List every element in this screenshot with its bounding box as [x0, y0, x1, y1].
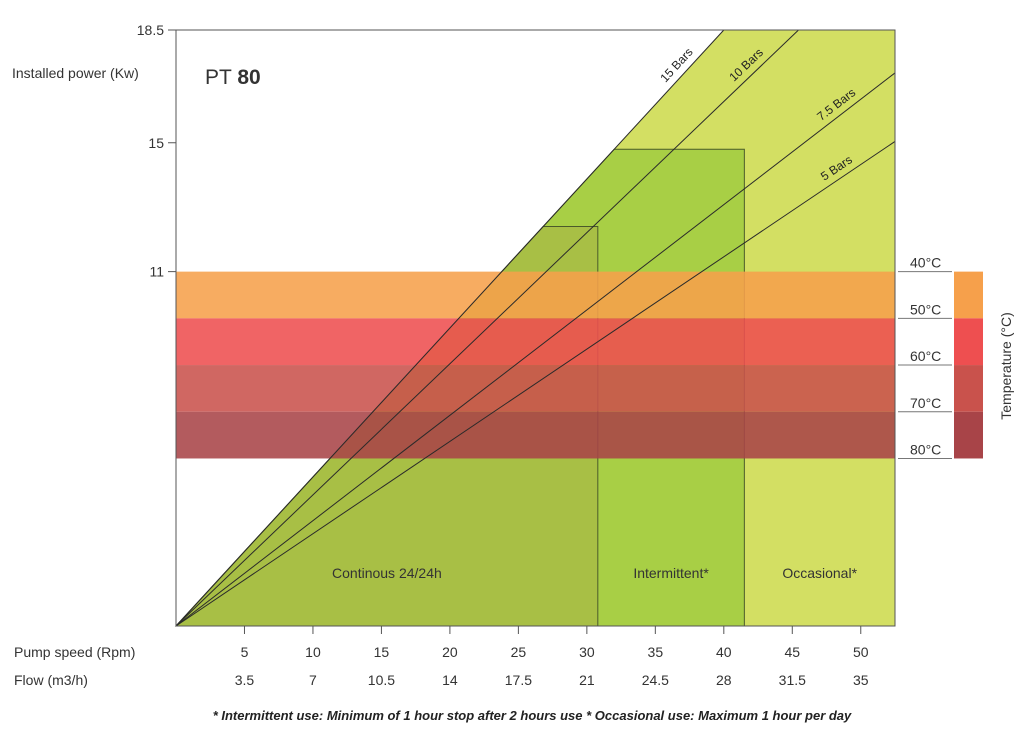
- x-tick-label: 7: [309, 672, 317, 688]
- x-tick-label: 45: [784, 644, 800, 660]
- temperature-legend: Temperature (°C) 40°C 50°C 60°C 70°C 80°C: [898, 255, 1014, 459]
- temperature-bands: [176, 271, 895, 459]
- temperature-band: [176, 318, 895, 366]
- x-tick-label: 35: [853, 672, 869, 688]
- y-tick-label: 18.5: [137, 22, 164, 38]
- x-tick-label: 24.5: [642, 672, 669, 688]
- temperature-axis-label: Temperature (°C): [998, 312, 1014, 420]
- x-tick-label: 31.5: [779, 672, 806, 688]
- x-tick-label: 20: [442, 644, 458, 660]
- axes: 18.5 15 11: [137, 22, 896, 634]
- x-tick-label: 21: [579, 672, 595, 688]
- x-tick-label: 40: [716, 644, 732, 660]
- x-tick-label: 30: [579, 644, 595, 660]
- chart-title: PT 80: [205, 66, 261, 90]
- x-tick-label: 5: [241, 644, 249, 660]
- legend-swatch: [954, 318, 983, 366]
- y-axis-label: Installed power (Kw): [12, 65, 139, 81]
- temperature-band: [176, 365, 895, 412]
- pressure-line: [175, 29, 725, 627]
- temperature-label: 50°C: [910, 301, 941, 317]
- plot-frame: [175, 29, 896, 627]
- x-tick-label: 28: [716, 672, 732, 688]
- pressure-line: [175, 141, 896, 627]
- x-tick-label: 50: [853, 644, 869, 660]
- legend-swatch: [954, 365, 983, 412]
- footnote: * Intermittent use: Minimum of 1 hour st…: [212, 708, 852, 723]
- legend-swatch: [954, 411, 983, 459]
- temperature-label: 40°C: [910, 255, 941, 271]
- title-prefix: PT: [205, 66, 232, 89]
- legend-swatch: [954, 271, 983, 319]
- temperature-band: [176, 271, 895, 319]
- temperature-band: [176, 411, 895, 459]
- x-tick-label: 14: [442, 672, 458, 688]
- axis-labels: Installed power (Kw) Pump speed (Rpm) 5 10…: [12, 65, 869, 688]
- x-row-label: Pump speed (Rpm): [14, 644, 135, 660]
- x-tick-label: 10: [305, 644, 321, 660]
- y-tick-label: 11: [149, 264, 164, 280]
- x-tick-label: 17.5: [505, 672, 532, 688]
- pressure-line: [175, 72, 896, 627]
- title-model: 80: [237, 66, 261, 89]
- zone-label: Intermittent*: [633, 565, 709, 581]
- x-tick-label: 15: [374, 644, 390, 660]
- temperature-label: 70°C: [910, 395, 941, 411]
- x-row-label: Flow (m3/h): [14, 672, 88, 688]
- x-tick-label: 3.5: [235, 672, 255, 688]
- x-tick-label: 10.5: [368, 672, 395, 688]
- zone-label: Occasional*: [782, 565, 857, 581]
- pressure-line: [175, 29, 799, 627]
- y-tick-label: 15: [148, 135, 164, 151]
- x-tick-label: 35: [648, 644, 664, 660]
- x-tick-label: 25: [511, 644, 527, 660]
- temperature-label: 80°C: [910, 441, 941, 457]
- zone-label: Continous 24/24h: [332, 565, 442, 581]
- temperature-label: 60°C: [910, 348, 941, 364]
